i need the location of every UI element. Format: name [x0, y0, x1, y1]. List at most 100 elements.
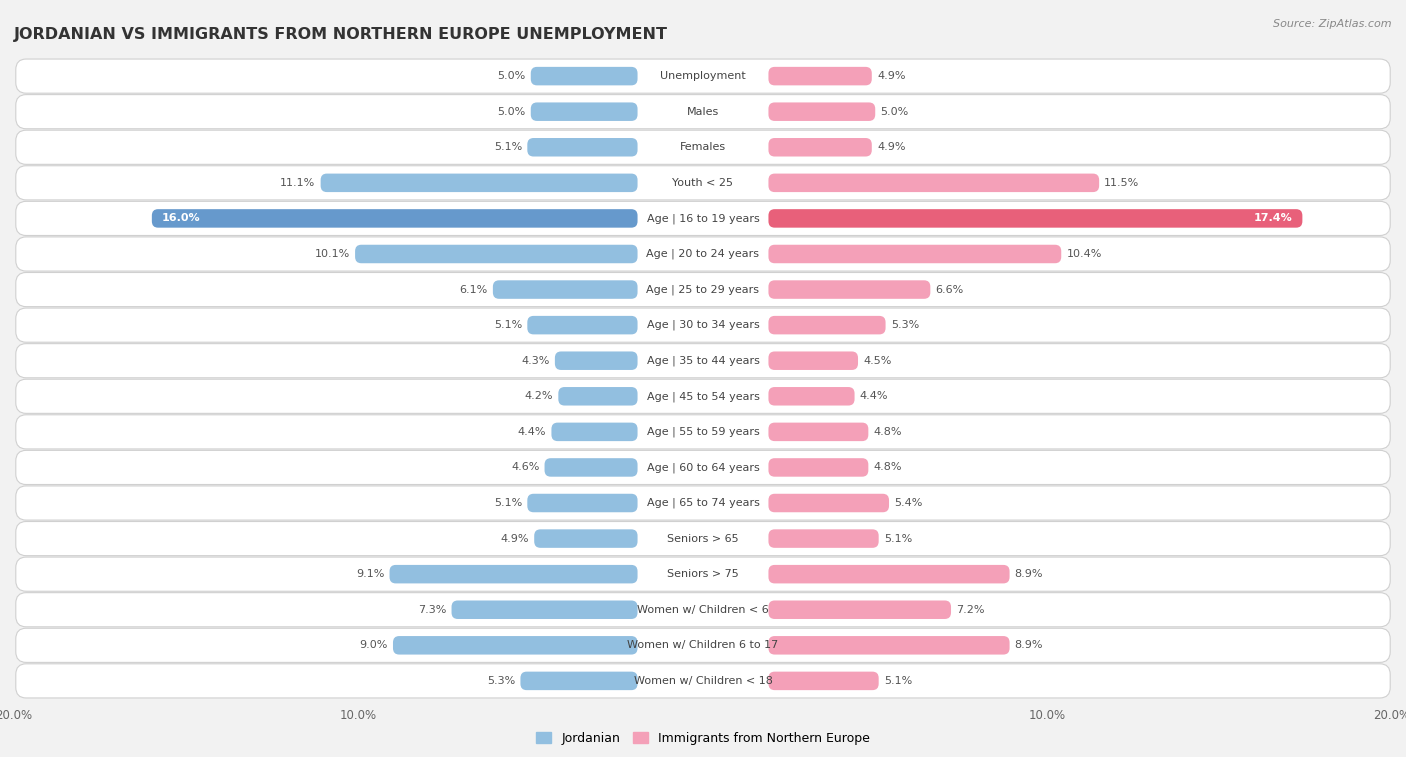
Text: 4.2%: 4.2% [524, 391, 553, 401]
Text: 5.0%: 5.0% [880, 107, 908, 117]
Text: Age | 30 to 34 years: Age | 30 to 34 years [647, 320, 759, 330]
Text: 9.0%: 9.0% [360, 640, 388, 650]
FancyBboxPatch shape [531, 67, 637, 86]
FancyBboxPatch shape [15, 59, 1391, 93]
Text: 4.5%: 4.5% [863, 356, 891, 366]
FancyBboxPatch shape [15, 379, 1391, 413]
FancyBboxPatch shape [555, 351, 637, 370]
FancyBboxPatch shape [769, 636, 1010, 655]
FancyBboxPatch shape [15, 130, 1391, 164]
Text: 4.9%: 4.9% [877, 142, 905, 152]
FancyBboxPatch shape [769, 173, 1099, 192]
Text: 5.4%: 5.4% [894, 498, 922, 508]
Text: 5.1%: 5.1% [884, 534, 912, 544]
Text: Seniors > 65: Seniors > 65 [668, 534, 738, 544]
FancyBboxPatch shape [15, 415, 1391, 449]
Text: 8.9%: 8.9% [1015, 640, 1043, 650]
Text: 11.5%: 11.5% [1104, 178, 1139, 188]
Text: 5.0%: 5.0% [498, 107, 526, 117]
FancyBboxPatch shape [392, 636, 637, 655]
Text: 5.1%: 5.1% [884, 676, 912, 686]
FancyBboxPatch shape [15, 237, 1391, 271]
Text: Youth < 25: Youth < 25 [672, 178, 734, 188]
FancyBboxPatch shape [152, 209, 637, 228]
FancyBboxPatch shape [15, 593, 1391, 627]
Text: 4.9%: 4.9% [877, 71, 905, 81]
FancyBboxPatch shape [769, 316, 886, 335]
FancyBboxPatch shape [451, 600, 637, 619]
Text: Women w/ Children < 6: Women w/ Children < 6 [637, 605, 769, 615]
FancyBboxPatch shape [527, 494, 637, 512]
Text: 5.0%: 5.0% [498, 71, 526, 81]
Text: 6.6%: 6.6% [935, 285, 963, 294]
FancyBboxPatch shape [534, 529, 637, 548]
FancyBboxPatch shape [15, 664, 1391, 698]
Text: JORDANIAN VS IMMIGRANTS FROM NORTHERN EUROPE UNEMPLOYMENT: JORDANIAN VS IMMIGRANTS FROM NORTHERN EU… [14, 27, 668, 42]
FancyBboxPatch shape [494, 280, 637, 299]
Text: Males: Males [688, 107, 718, 117]
FancyBboxPatch shape [769, 387, 855, 406]
Text: Age | 35 to 44 years: Age | 35 to 44 years [647, 356, 759, 366]
Text: Women w/ Children 6 to 17: Women w/ Children 6 to 17 [627, 640, 779, 650]
Text: Women w/ Children < 18: Women w/ Children < 18 [634, 676, 772, 686]
Text: Seniors > 75: Seniors > 75 [666, 569, 740, 579]
FancyBboxPatch shape [769, 138, 872, 157]
FancyBboxPatch shape [769, 422, 869, 441]
FancyBboxPatch shape [544, 458, 637, 477]
Text: 4.3%: 4.3% [522, 356, 550, 366]
FancyBboxPatch shape [769, 280, 931, 299]
FancyBboxPatch shape [769, 458, 869, 477]
Text: 11.1%: 11.1% [280, 178, 315, 188]
Text: Unemployment: Unemployment [661, 71, 745, 81]
Text: 5.1%: 5.1% [494, 142, 522, 152]
FancyBboxPatch shape [15, 522, 1391, 556]
FancyBboxPatch shape [15, 201, 1391, 235]
Text: Age | 25 to 29 years: Age | 25 to 29 years [647, 285, 759, 294]
Text: 4.4%: 4.4% [859, 391, 889, 401]
FancyBboxPatch shape [356, 245, 637, 263]
FancyBboxPatch shape [527, 138, 637, 157]
FancyBboxPatch shape [15, 486, 1391, 520]
Text: 5.1%: 5.1% [494, 320, 522, 330]
Text: 4.8%: 4.8% [873, 427, 903, 437]
FancyBboxPatch shape [769, 67, 872, 86]
FancyBboxPatch shape [15, 166, 1391, 200]
FancyBboxPatch shape [321, 173, 637, 192]
Text: Age | 65 to 74 years: Age | 65 to 74 years [647, 498, 759, 508]
Text: 17.4%: 17.4% [1253, 213, 1292, 223]
FancyBboxPatch shape [769, 245, 1062, 263]
Text: 5.3%: 5.3% [486, 676, 515, 686]
Text: Age | 20 to 24 years: Age | 20 to 24 years [647, 249, 759, 259]
FancyBboxPatch shape [558, 387, 637, 406]
FancyBboxPatch shape [15, 273, 1391, 307]
Text: 7.3%: 7.3% [418, 605, 446, 615]
Legend: Jordanian, Immigrants from Northern Europe: Jordanian, Immigrants from Northern Euro… [531, 727, 875, 750]
FancyBboxPatch shape [551, 422, 637, 441]
Text: Females: Females [681, 142, 725, 152]
Text: 16.0%: 16.0% [162, 213, 201, 223]
FancyBboxPatch shape [15, 557, 1391, 591]
FancyBboxPatch shape [15, 95, 1391, 129]
Text: 6.1%: 6.1% [460, 285, 488, 294]
FancyBboxPatch shape [527, 316, 637, 335]
Text: Age | 55 to 59 years: Age | 55 to 59 years [647, 427, 759, 437]
Text: 7.2%: 7.2% [956, 605, 984, 615]
Text: 4.6%: 4.6% [510, 463, 540, 472]
FancyBboxPatch shape [531, 102, 637, 121]
Text: 4.8%: 4.8% [873, 463, 903, 472]
Text: Source: ZipAtlas.com: Source: ZipAtlas.com [1274, 19, 1392, 29]
Text: 4.4%: 4.4% [517, 427, 547, 437]
FancyBboxPatch shape [769, 351, 858, 370]
FancyBboxPatch shape [389, 565, 637, 584]
FancyBboxPatch shape [769, 209, 1302, 228]
Text: 10.1%: 10.1% [315, 249, 350, 259]
FancyBboxPatch shape [15, 628, 1391, 662]
Text: Age | 16 to 19 years: Age | 16 to 19 years [647, 213, 759, 223]
FancyBboxPatch shape [769, 600, 950, 619]
FancyBboxPatch shape [520, 671, 637, 690]
FancyBboxPatch shape [769, 671, 879, 690]
FancyBboxPatch shape [15, 344, 1391, 378]
FancyBboxPatch shape [15, 308, 1391, 342]
Text: Age | 60 to 64 years: Age | 60 to 64 years [647, 463, 759, 472]
Text: 8.9%: 8.9% [1015, 569, 1043, 579]
